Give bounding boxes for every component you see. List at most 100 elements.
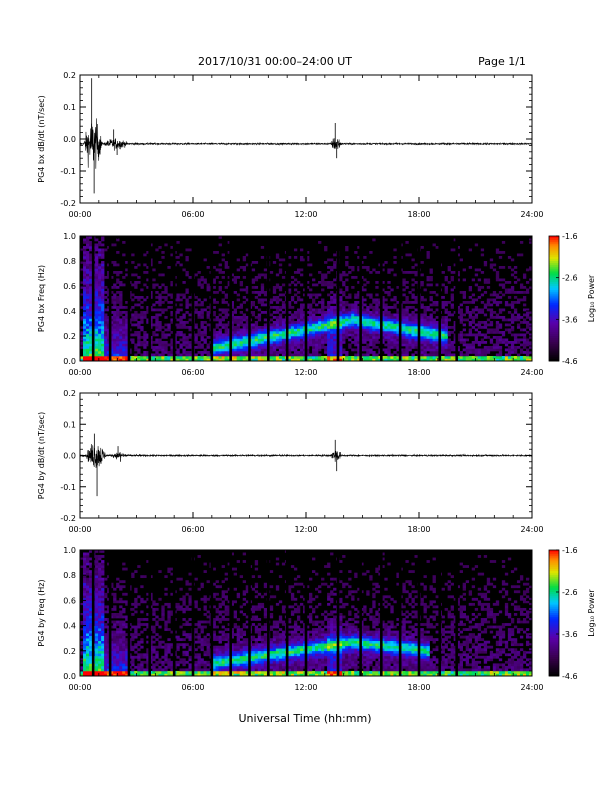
spectrogram-cell: [357, 358, 361, 362]
spectrogram-cell: [167, 567, 171, 571]
spectrogram-cell: [80, 326, 84, 329]
spectrogram-cell: [348, 358, 352, 362]
spectrogram-cell: [86, 572, 90, 576]
spectrogram-cell: [167, 328, 171, 332]
spectrogram-cell: [245, 341, 250, 344]
spectrogram-cell: [89, 316, 93, 319]
spectrogram-cell: [194, 311, 198, 314]
spectrogram-cell: [95, 570, 99, 573]
spectrogram-cell: [426, 308, 430, 312]
spectrogram-cell: [405, 306, 409, 309]
spectrogram-cell: [432, 331, 436, 334]
spectrogram-cell: [504, 328, 509, 332]
spectrogram-cell: [501, 251, 506, 254]
spectrogram-cell: [140, 655, 144, 659]
spectrogram-cell: [363, 331, 367, 334]
spectrogram-cell: [260, 356, 265, 359]
spectrogram-cell: [459, 311, 463, 314]
spectrogram-cell: [98, 638, 102, 642]
spectrogram-cell: [83, 281, 87, 284]
spectrogram-cell: [200, 673, 204, 677]
spectrogram-cell: [95, 326, 99, 329]
spectrogram-cell: [296, 351, 301, 354]
spectrogram-cell: [450, 296, 454, 299]
spectrogram-cell: [122, 585, 126, 589]
spectrogram-cell: [158, 328, 162, 332]
spectrogram-cell: [378, 308, 382, 312]
spectrogram-cell: [405, 313, 409, 317]
spectrogram-cell: [281, 303, 286, 307]
spectrogram-cell: [324, 283, 328, 287]
spectrogram-cell: [122, 333, 126, 337]
spectrogram-cell: [236, 348, 240, 352]
spectrogram-cell: [167, 358, 171, 362]
spectrogram-cell: [98, 650, 102, 654]
spectrogram-cell: [462, 348, 466, 352]
spectrogram-cell: [348, 328, 352, 332]
spectrogram-cell: [474, 283, 479, 287]
spectrogram-cell: [233, 321, 237, 324]
spectrogram-cell: [465, 346, 470, 349]
spectrogram-cell: [269, 343, 274, 347]
spectrogram-cell: [318, 346, 322, 349]
spectrogram-cell: [495, 346, 500, 349]
spectrogram-cell: [293, 341, 298, 344]
spectrogram-cell: [194, 660, 198, 664]
spectrogram-cell: [188, 668, 192, 672]
spectrogram-cell: [354, 316, 358, 319]
spectrogram-cell: [140, 575, 144, 579]
spectrogram-cell: [414, 338, 418, 342]
spectrogram-cell: [182, 663, 186, 667]
spectrogram-cell: [146, 351, 150, 354]
spectrogram-cell: [167, 293, 171, 297]
spectrogram-cell: [429, 346, 433, 349]
spectrogram-cell: [302, 318, 307, 322]
spectrogram-cell: [342, 351, 346, 354]
spectrogram-cell: [263, 326, 268, 329]
spectrogram-cell: [465, 306, 470, 309]
spectrogram-cell: [405, 338, 409, 342]
spectrogram-cell: [348, 266, 352, 269]
spectrogram-cell: [296, 341, 301, 344]
spectrogram-cell: [140, 326, 144, 329]
spectrogram-cell: [101, 318, 105, 322]
spectrogram-cell: [95, 650, 99, 654]
spectrogram-cell: [299, 298, 304, 302]
spectrogram-cell: [281, 353, 286, 357]
y-tick-label: 0.2: [63, 389, 76, 398]
spectrogram-cell: [495, 326, 500, 329]
spectrogram-cell: [104, 328, 108, 332]
spectrogram-cell: [309, 313, 313, 317]
spectrogram-cell: [182, 333, 186, 337]
spectrogram-cell: [86, 567, 90, 571]
spectrogram-cell: [86, 585, 90, 589]
spectrogram-cell: [131, 670, 135, 674]
spectrogram-cell: [188, 587, 192, 591]
spectrogram-cell: [215, 251, 219, 254]
spectrogram-cell: [89, 236, 93, 239]
spectrogram-cell: [510, 358, 515, 362]
spectrogram-cell: [381, 318, 385, 322]
spectrogram-cell: [324, 328, 328, 332]
spectrogram-cell: [161, 351, 165, 354]
spectrogram-cell: [330, 353, 334, 357]
spectrogram-cell: [176, 341, 180, 344]
spectrogram-cell: [423, 356, 427, 359]
spectrogram-cell: [333, 343, 337, 347]
spectrogram-cell: [396, 326, 400, 329]
spectrogram-cell: [80, 557, 84, 561]
spectrogram-cell: [89, 602, 93, 606]
spectrogram-cell: [315, 346, 319, 349]
spectrogram-cell: [525, 358, 530, 362]
y-tick-label: 0.0: [63, 135, 76, 144]
spectrogram-cell: [495, 348, 500, 352]
spectrogram-cell: [170, 356, 174, 359]
spectrogram-cell: [206, 266, 210, 269]
spectrogram-cell: [405, 356, 409, 359]
spectrogram-cell: [426, 341, 430, 344]
spectrogram-cell: [95, 248, 99, 252]
spectrogram-cell: [405, 311, 409, 314]
spectrogram-cell: [167, 602, 171, 606]
spectrogram-cell: [381, 263, 385, 267]
spectrogram-cell: [251, 358, 256, 362]
